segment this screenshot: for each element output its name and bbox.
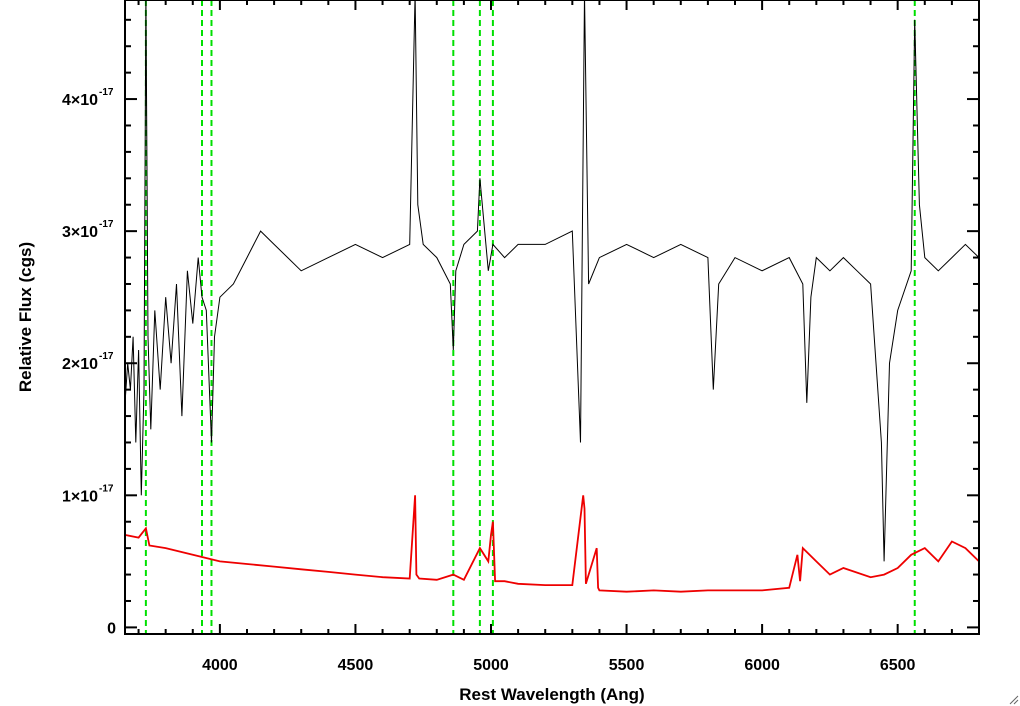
y-tick-label: 4×10 <box>62 92 98 109</box>
plot-frame <box>124 0 980 635</box>
y-tick-exponent: -17 <box>99 87 114 98</box>
model-line <box>125 495 979 593</box>
y-tick-exponent: -17 <box>99 483 114 494</box>
y-tick-label: 3×10 <box>62 224 98 241</box>
resize-grip-icon[interactable] <box>1009 695 1019 705</box>
y-axis-label: Relative Flux (cgs) <box>16 242 35 392</box>
x-axis-label: Rest Wavelength (Ang) <box>459 685 644 704</box>
y-tick-label: 2×10 <box>62 356 98 373</box>
y-tick-exponent: -17 <box>99 351 114 362</box>
x-tick-label: 5500 <box>609 657 645 674</box>
y-tick-exponent: -17 <box>99 219 114 230</box>
x-tick-label: 5000 <box>473 657 509 674</box>
x-tick-label: 4000 <box>202 657 238 674</box>
y-tick-label: 0 <box>107 620 116 637</box>
spectrum-line <box>125 0 979 562</box>
y-tick-label: 1×10 <box>62 488 98 505</box>
x-tick-label: 6500 <box>880 657 916 674</box>
x-tick-label: 4500 <box>338 657 374 674</box>
x-tick-label: 6000 <box>744 657 780 674</box>
